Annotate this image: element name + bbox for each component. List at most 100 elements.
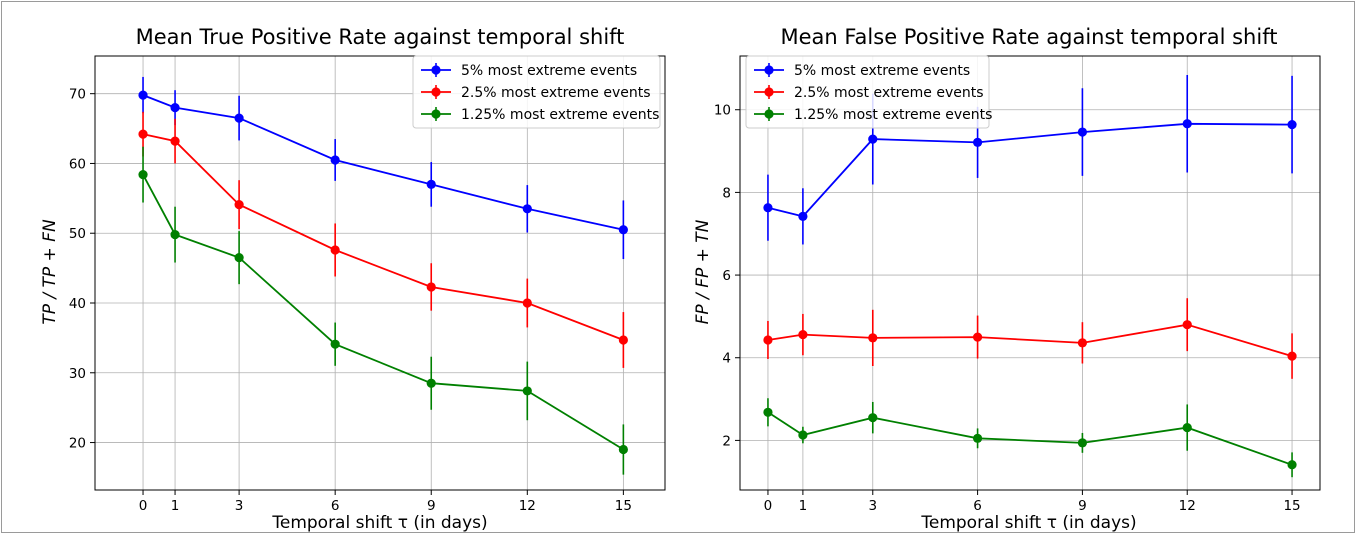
data-point [138,90,148,100]
legend: 5% most extreme events 2.5% most extreme … [745,55,992,129]
data-point [330,245,340,255]
series-0 [138,76,628,260]
series-2 [763,398,1297,478]
x-tick-label: 3 [868,498,877,514]
data-point [1182,119,1192,129]
y-tick-label: 2 [722,433,731,449]
legend-box [745,55,990,129]
x-tick-label: 3 [235,498,244,514]
data-point [522,386,532,396]
data-point [868,333,878,343]
data-point [1287,120,1297,130]
legend-swatch-marker [431,87,441,97]
data-point [1077,438,1088,448]
series-line [767,122,1293,218]
x-tick-label: 9 [1078,498,1087,514]
plot-area-border [739,55,1321,491]
data-point [1287,351,1297,361]
legend-label: 2.5% most extreme events [794,85,984,101]
legend-box [412,55,661,129]
data-point [426,378,436,388]
data-point [330,339,340,349]
fp-rate-chart: Mean False Positive Rate against tempora… [693,25,1321,533]
data-point [426,179,436,189]
chart-title: Mean False Positive Rate against tempora… [781,25,1278,49]
legend: 5% most extreme events 2.5% most extreme … [412,55,661,129]
data-point [972,137,983,147]
series-line [142,133,624,341]
data-point [1182,320,1192,330]
y-tick-label: 40 [69,296,86,312]
data-point [618,444,628,455]
data-point [138,129,148,139]
data-point [426,282,436,292]
series-2 [138,146,628,475]
series-line [767,323,1293,357]
tp-rate-chart: Mean True Positive Rate against temporal… [40,25,666,533]
data-point [763,203,773,213]
data-point [234,253,244,263]
series-line [767,411,1293,466]
x-tick-label: 15 [1283,498,1300,514]
data-point [522,204,532,214]
y-tick-label: 70 [69,87,86,103]
data-point [1287,460,1297,470]
legend-swatch-marker [764,65,774,75]
x-tick-label: 0 [764,498,773,514]
chart-title: Mean True Positive Rate against temporal… [136,25,625,49]
y-axis-label: TP / TP + FN [40,219,60,325]
data-point [618,335,628,345]
x-axis-label: Temporal shift τ (in days) [271,513,487,533]
legend-label: 2.5% most extreme events [461,85,651,101]
legend-label: 5% most extreme events [794,63,970,79]
plot-area-border [94,55,666,491]
data-point [170,136,180,146]
x-tick-label: 15 [615,498,632,514]
data-point [972,332,983,342]
data-point [170,230,180,240]
data-point [1077,127,1088,137]
y-tick-label: 50 [69,226,86,242]
data-point [170,103,180,113]
x-tick-label: 6 [331,498,340,514]
data-point [138,170,148,180]
legend-swatch-marker [764,87,774,97]
data-point [798,211,808,221]
y-tick-label: 20 [69,436,86,452]
y-tick-label: 60 [69,156,86,172]
data-point [972,433,983,443]
y-axis-label: FP / FP + TN [693,219,713,324]
data-point [330,155,340,165]
legend-swatch-marker [431,65,441,75]
y-tick-label: 10 [714,103,731,119]
data-point [522,298,532,308]
x-tick-label: 9 [427,498,436,514]
legend-label: 1.25% most extreme events [794,107,992,123]
x-axis-label: Temporal shift τ (in days) [920,513,1136,533]
data-point [763,335,773,345]
legend-swatch-marker [764,109,774,119]
series-1 [138,111,628,368]
x-tick-label: 6 [973,498,982,514]
y-tick-label: 6 [722,268,731,284]
legend-label: 5% most extreme events [461,63,637,79]
y-tick-label: 4 [722,351,731,367]
data-point [763,407,773,417]
series-1 [763,298,1297,379]
y-tick-label: 30 [69,366,86,382]
data-point [1077,338,1088,348]
x-tick-label: 12 [1179,498,1196,514]
x-tick-label: 12 [519,498,536,514]
data-point [798,430,808,440]
data-point [618,225,628,235]
data-point [868,413,878,423]
data-point [1182,422,1192,433]
legend-swatch-marker [431,109,441,119]
x-tick-label: 0 [139,498,148,514]
legend-label: 1.25% most extreme events [461,107,659,123]
data-point [234,113,244,123]
x-tick-label: 1 [171,498,180,514]
x-tick-label: 1 [799,498,808,514]
